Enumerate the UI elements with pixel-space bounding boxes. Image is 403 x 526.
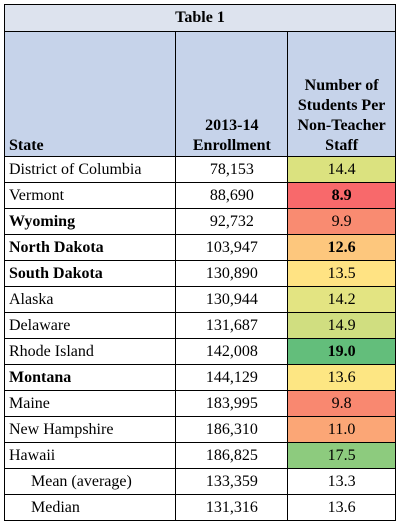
enrollment-cell: 88,690 xyxy=(175,182,289,209)
enrollment-cell: 144,129 xyxy=(175,364,289,391)
state-cell: Hawaii xyxy=(3,442,177,469)
enrollment-cell: 131,316 xyxy=(175,494,289,521)
header-cell: 2013-14 Enrollment xyxy=(175,31,289,157)
state-cell: Rhode Island xyxy=(3,338,177,365)
data-table: Table 1 State 2013-14 Enrollment Number … xyxy=(3,4,396,521)
ratio-cell: 13.6 xyxy=(287,364,396,391)
state-cell: Maine xyxy=(3,390,177,417)
enrollment-cell: 103,947 xyxy=(175,234,289,261)
table-row: District of Columbia 78,153 14.4 xyxy=(3,156,396,183)
enrollment-cell: 183,995 xyxy=(175,390,289,417)
table-row: Rhode Island 142,008 19.0 xyxy=(3,338,396,365)
state-cell: South Dakota xyxy=(3,260,177,287)
header-cell: Number of Students Per Non-Teacher Staff xyxy=(287,31,396,157)
ratio-cell: 8.9 xyxy=(287,182,396,209)
table-row: Vermont 88,690 8.9 xyxy=(3,182,396,209)
ratio-cell: 13.5 xyxy=(287,260,396,287)
state-cell: North Dakota xyxy=(3,234,177,261)
table-row: Montana 144,129 13.6 xyxy=(3,364,396,391)
table-row: Wyoming 92,732 9.9 xyxy=(3,208,396,235)
ratio-cell: 17.5 xyxy=(287,442,396,469)
ratio-cell: 14.2 xyxy=(287,286,396,313)
state-cell: Alaska xyxy=(3,286,177,313)
table-row: Maine 183,995 9.8 xyxy=(3,390,396,417)
table-row: Delaware 131,687 14.9 xyxy=(3,312,396,339)
table-row: Hawaii 186,825 17.5 xyxy=(3,442,396,469)
ratio-cell: 9.9 xyxy=(287,208,396,235)
enrollment-cell: 186,310 xyxy=(175,416,289,443)
ratio-cell: 9.8 xyxy=(287,390,396,417)
table-row: North Dakota 103,947 12.6 xyxy=(3,234,396,261)
state-cell: Vermont xyxy=(3,182,177,209)
enrollment-cell: 130,890 xyxy=(175,260,289,287)
summary-label: Mean (average) xyxy=(3,468,177,495)
state-cell: Wyoming xyxy=(3,208,177,235)
state-cell: New Hampshire xyxy=(3,416,177,443)
ratio-cell: 14.9 xyxy=(287,312,396,339)
table-row: Alaska 130,944 14.2 xyxy=(3,286,396,313)
table-body: District of Columbia 78,153 14.4 Vermont 88,… xyxy=(3,156,396,521)
table-row: Median 131,316 13.6 xyxy=(3,494,396,521)
enrollment-cell: 133,359 xyxy=(175,468,289,495)
state-cell: District of Columbia xyxy=(3,156,177,183)
ratio-cell: 14.4 xyxy=(287,156,396,183)
ratio-cell: 12.6 xyxy=(287,234,396,261)
table-row: South Dakota 130,890 13.5 xyxy=(3,260,396,287)
summary-label: Median xyxy=(3,494,177,521)
ratio-cell: 19.0 xyxy=(287,338,396,365)
enrollment-cell: 142,008 xyxy=(175,338,289,365)
enrollment-cell: 92,732 xyxy=(175,208,289,235)
enrollment-cell: 131,687 xyxy=(175,312,289,339)
ratio-cell: 11.0 xyxy=(287,416,396,443)
table-row: New Hampshire 186,310 11.0 xyxy=(3,416,396,443)
state-cell: Montana xyxy=(3,364,177,391)
table-title: Table 1 xyxy=(4,4,396,32)
enrollment-cell: 78,153 xyxy=(175,156,289,183)
enrollment-cell: 130,944 xyxy=(175,286,289,313)
ratio-cell: 13.3 xyxy=(287,468,396,495)
enrollment-cell: 186,825 xyxy=(175,442,289,469)
header-cell: State xyxy=(3,31,177,157)
state-cell: Delaware xyxy=(3,312,177,339)
ratio-cell: 13.6 xyxy=(287,494,396,521)
table-row: Mean (average) 133,359 13.3 xyxy=(3,468,396,495)
